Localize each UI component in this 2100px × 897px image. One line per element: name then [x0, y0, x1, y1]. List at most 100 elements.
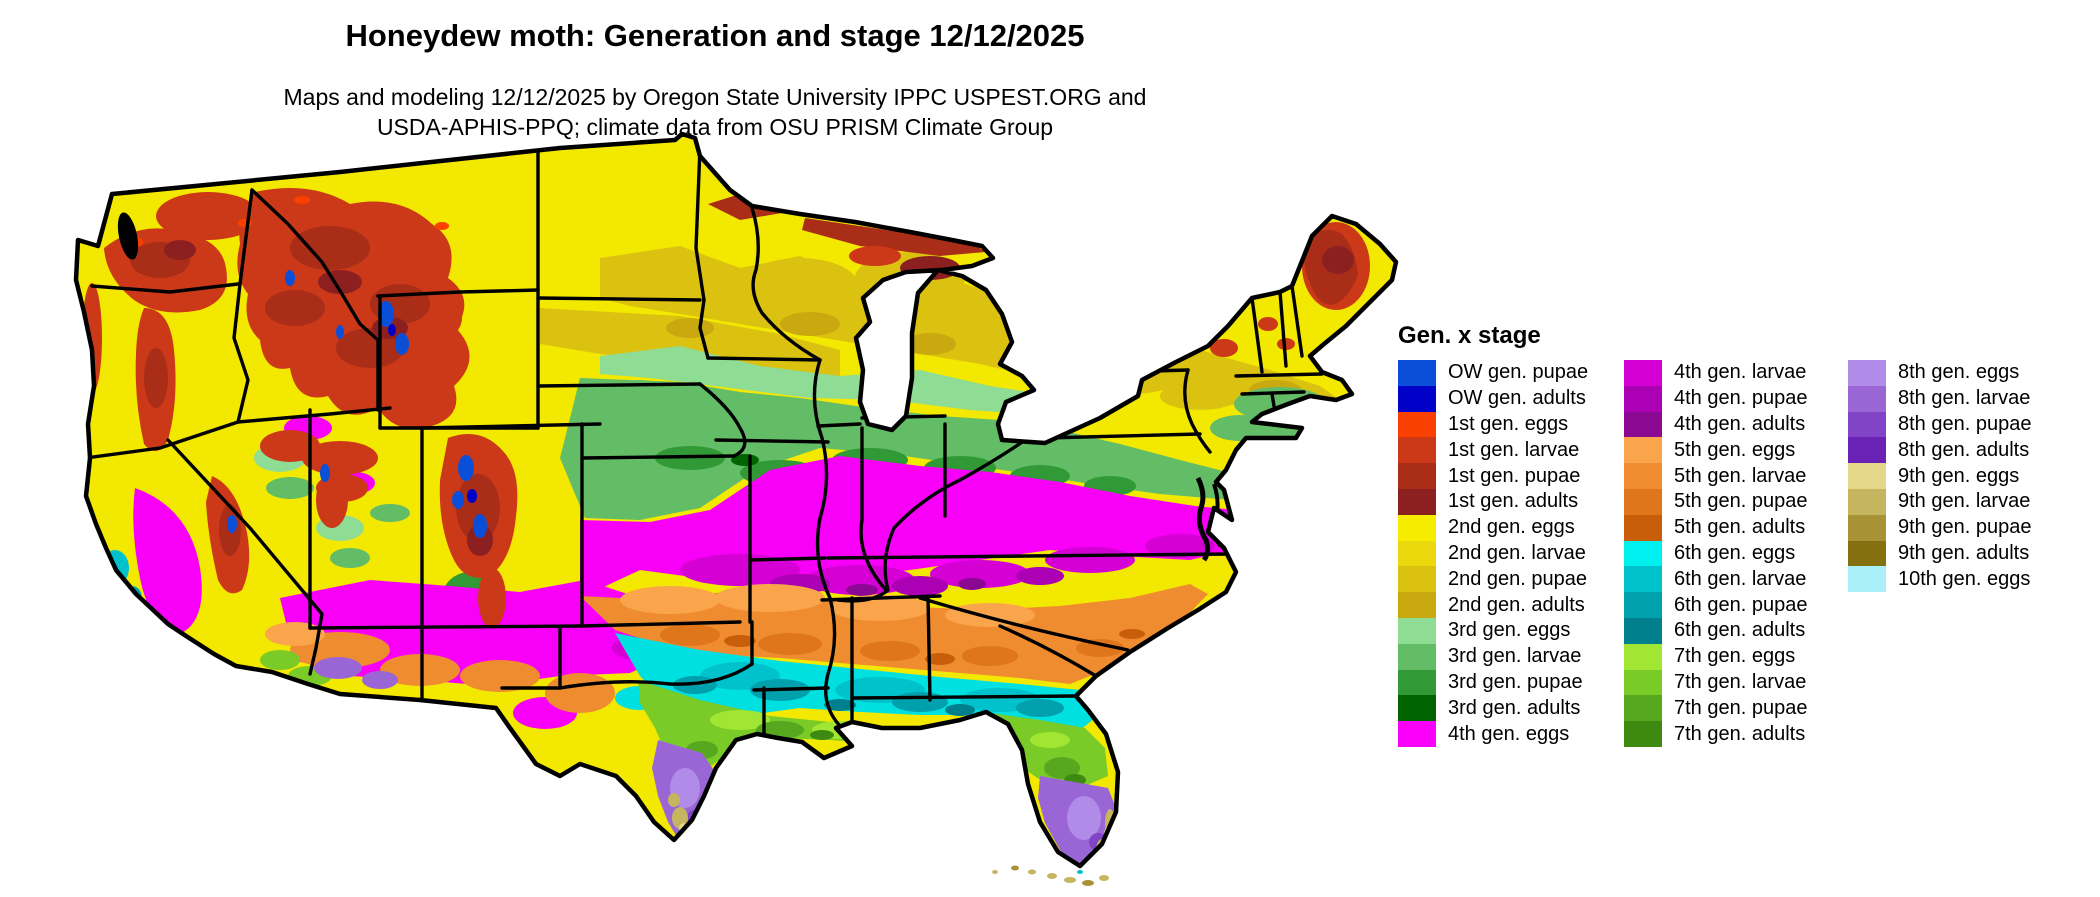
legend-item: 7th gen. larvae — [1624, 669, 1807, 696]
legend-label: 3rd gen. eggs — [1448, 619, 1571, 642]
legend-label: 2nd gen. adults — [1448, 593, 1585, 616]
legend-label: 7th gen. pupae — [1674, 696, 1808, 719]
legend-swatch — [1398, 669, 1436, 696]
legend-label: OW gen. adults — [1448, 387, 1586, 410]
legend-swatch — [1624, 385, 1662, 412]
legend-swatch — [1624, 540, 1662, 567]
legend-item: 9th gen. pupae — [1848, 514, 2031, 541]
legend-swatch — [1624, 592, 1662, 618]
legend-label: 4th gen. eggs — [1448, 722, 1570, 745]
legend-swatch — [1398, 643, 1436, 670]
legend-item: 1st gen. adults — [1398, 488, 1588, 515]
legend-item: 3rd gen. larvae — [1398, 643, 1588, 670]
legend-item: 6th gen. larvae — [1624, 566, 1807, 593]
legend-label: 4th gen. pupae — [1674, 387, 1808, 410]
legend-label: 8th gen. eggs — [1898, 361, 2020, 384]
us-map — [40, 128, 1400, 892]
legend-item: 7th gen. pupae — [1624, 695, 1808, 722]
legend-column-2: 4th gen. larvae 4th gen. pupae 4th gen. ad… — [1624, 360, 1807, 747]
legend-label: 7th gen. adults — [1674, 722, 1806, 745]
legend-swatch — [1848, 566, 1886, 593]
legend-swatch — [1624, 463, 1662, 489]
legend-label: 6th gen. eggs — [1674, 541, 1796, 564]
legend-swatch — [1398, 360, 1436, 386]
legend-item: 4th gen. larvae — [1624, 360, 1807, 386]
legend-label: 2nd gen. pupae — [1448, 567, 1588, 590]
legend-label: 1st gen. eggs — [1448, 412, 1569, 435]
legend-label: 8th gen. adults — [1898, 438, 2030, 461]
legend-swatch — [1398, 592, 1436, 618]
legend-swatch — [1624, 695, 1662, 722]
legend-swatch — [1624, 514, 1662, 541]
legend-swatch — [1848, 411, 1886, 438]
legend-item: 9th gen. eggs — [1848, 463, 2031, 489]
legend-swatch — [1624, 437, 1662, 464]
legend-item: 2nd gen. larvae — [1398, 540, 1588, 567]
legend-swatch — [1398, 488, 1436, 515]
legend-label: 6th gen. adults — [1674, 619, 1806, 642]
legend-swatch — [1848, 540, 1886, 567]
legend-item: 8th gen. eggs — [1848, 360, 2031, 386]
legend-label: 2nd gen. eggs — [1448, 516, 1575, 539]
legend-swatch — [1398, 695, 1436, 722]
legend-item: 1st gen. eggs — [1398, 411, 1588, 438]
legend-item: OW gen. pupae — [1398, 360, 1588, 386]
legend-item: 5th gen. adults — [1624, 514, 1807, 541]
legend-swatch — [1398, 411, 1436, 438]
legend-swatch — [1624, 643, 1662, 670]
legend-swatch — [1398, 463, 1436, 489]
legend-item: 7th gen. adults — [1624, 721, 1807, 747]
legend-swatch — [1848, 488, 1886, 515]
legend-item: 2nd gen. eggs — [1398, 514, 1588, 541]
legend-swatch — [1848, 514, 1886, 541]
legend-item: 8th gen. pupae — [1848, 411, 2032, 438]
legend-label: 3rd gen. adults — [1448, 696, 1581, 719]
legend-label: 3rd gen. pupae — [1448, 670, 1583, 693]
page-title: Honeydew moth: Generation and stage 12/1… — [345, 18, 1085, 53]
legend-label: 6th gen. pupae — [1674, 593, 1808, 616]
legend-label: 6th gen. larvae — [1674, 567, 1807, 590]
legend-label: 3rd gen. larvae — [1448, 645, 1582, 668]
legend-item: 2nd gen. adults — [1398, 592, 1588, 618]
legend-item: 2nd gen. pupae — [1398, 566, 1588, 593]
legend-item: 1st gen. larvae — [1398, 437, 1588, 464]
legend-item: 3rd gen. eggs — [1398, 617, 1588, 644]
legend-item: 1st gen. pupae — [1398, 463, 1588, 489]
legend-item: 5th gen. eggs — [1624, 437, 1807, 464]
legend-item: 8th gen. larvae — [1848, 385, 2031, 412]
legend-item: 6th gen. pupae — [1624, 592, 1807, 618]
legend-swatch — [1848, 437, 1886, 464]
legend-label: 4th gen. larvae — [1674, 361, 1807, 384]
legend-label: 8th gen. pupae — [1898, 412, 2032, 435]
legend-panel: Gen. x stage OW gen. pupae OW gen. adults… — [1398, 322, 2098, 747]
legend-item: 4th gen. eggs — [1398, 721, 1588, 747]
map-subtitle: Maps and modeling 12/12/2025 by Oregon S… — [0, 82, 1430, 142]
legend-label: 5th gen. larvae — [1674, 464, 1807, 487]
legend-swatch — [1398, 385, 1436, 412]
legend-swatch — [1848, 463, 1886, 489]
legend-label: 9th gen. eggs — [1898, 464, 2020, 487]
legend-label: 5th gen. pupae — [1674, 490, 1808, 513]
legend-swatch — [1398, 540, 1436, 567]
legend-swatch — [1398, 437, 1436, 464]
legend-item: 3rd gen. pupae — [1398, 669, 1588, 696]
legend-item: 7th gen. eggs — [1624, 643, 1807, 670]
legend-swatch — [1398, 721, 1436, 747]
legend-swatch — [1398, 617, 1436, 644]
legend-swatch — [1624, 721, 1662, 747]
legend-label: 10th gen. eggs — [1898, 567, 2031, 590]
legend-swatch — [1398, 566, 1436, 593]
legend-item: 3rd gen. adults — [1398, 695, 1588, 722]
legend-item: OW gen. adults — [1398, 385, 1588, 412]
legend-item: 8th gen. adults — [1848, 437, 2031, 464]
legend-label: 2nd gen. larvae — [1448, 541, 1586, 564]
legend-item: 4th gen. pupae — [1624, 385, 1808, 412]
us-map-svg — [73, 131, 1399, 886]
legend-label: 8th gen. larvae — [1898, 387, 2031, 410]
legend-label: 7th gen. larvae — [1674, 670, 1807, 693]
us-outline — [73, 131, 1399, 869]
legend-label: 4th gen. adults — [1674, 412, 1806, 435]
legend-title: Gen. x stage — [1398, 322, 1541, 349]
legend-swatch — [1624, 566, 1662, 593]
legend-label: 1st gen. pupae — [1448, 464, 1581, 487]
